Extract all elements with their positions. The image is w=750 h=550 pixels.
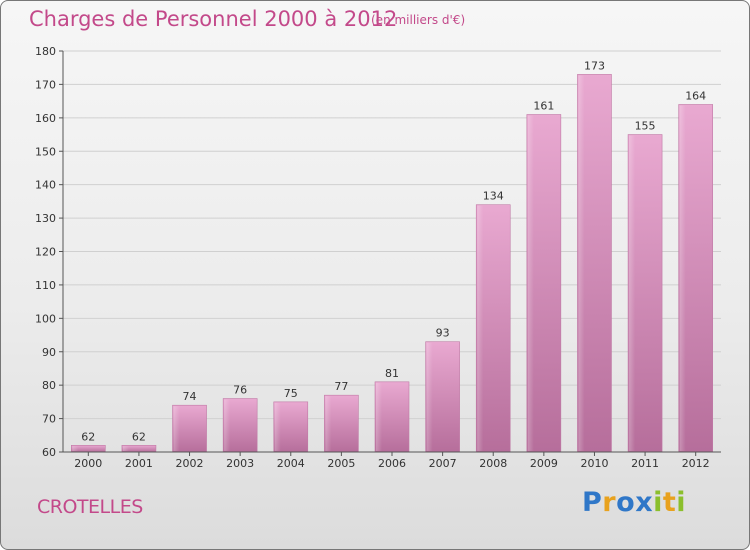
y-tick-label: 170 — [35, 78, 56, 91]
bar-value-label: 75 — [284, 387, 298, 400]
bar-value-label: 164 — [685, 89, 706, 102]
bar-highlight — [527, 115, 534, 451]
x-tick-label: 2002 — [176, 457, 204, 470]
y-tick-label: 60 — [42, 446, 56, 459]
y-tick-label: 80 — [42, 379, 56, 392]
bar-value-label: 77 — [334, 380, 348, 393]
bar-highlight — [122, 446, 129, 451]
bar-highlight — [325, 396, 332, 451]
place-name: CROTELLES — [37, 496, 143, 518]
bar-highlight — [629, 135, 636, 451]
logo-letter: P — [582, 487, 603, 518]
y-tick-label: 90 — [42, 346, 56, 359]
bar-value-label: 134 — [483, 190, 504, 203]
logo-letter: r — [602, 487, 617, 518]
logo-letter: x — [635, 487, 654, 518]
bar-highlight — [376, 382, 382, 451]
y-tick-label: 100 — [35, 312, 56, 325]
bar-value-label: 62 — [81, 430, 95, 443]
x-tick-label: 2008 — [479, 457, 507, 470]
x-tick-label: 2009 — [530, 457, 558, 470]
bar-value-label: 76 — [233, 384, 247, 397]
x-tick-label: 2003 — [226, 457, 254, 470]
chart-subtitle: (en milliers d'€) — [371, 13, 466, 27]
x-tick-label: 2012 — [682, 457, 710, 470]
logo-letter: o — [616, 487, 636, 518]
bar-highlight — [224, 399, 231, 451]
bar-highlight — [578, 75, 585, 452]
y-tick-label: 120 — [35, 246, 56, 259]
bar-highlight — [173, 406, 180, 451]
x-tick-label: 2007 — [429, 457, 457, 470]
x-tick-label: 2006 — [378, 457, 406, 470]
y-tick-label: 150 — [35, 145, 56, 158]
bar-value-label: 62 — [132, 430, 146, 443]
bar-value-label: 161 — [533, 99, 554, 112]
y-tick-label: 140 — [35, 179, 56, 192]
x-tick-label: 2004 — [277, 457, 305, 470]
bar-value-label: 173 — [584, 59, 605, 72]
bar-highlight — [274, 402, 281, 451]
bar-value-label: 155 — [635, 120, 656, 133]
x-tick-label: 2000 — [74, 457, 102, 470]
y-tick-label: 70 — [42, 413, 56, 426]
chart-title: Charges de Personnel 2000 à 2012 — [29, 7, 398, 31]
proxiti-logo[interactable]: Proxiti — [582, 487, 686, 518]
logo-letter: i — [676, 487, 687, 518]
bar-value-label: 93 — [436, 327, 450, 340]
bar-highlight — [679, 105, 686, 451]
bar-value-label: 74 — [183, 390, 197, 403]
x-tick-label: 2011 — [631, 457, 659, 470]
x-tick-label: 2001 — [125, 457, 153, 470]
logo-letter: t — [662, 487, 677, 518]
bar-highlight — [426, 342, 433, 451]
logo-letter: i — [653, 487, 663, 518]
x-tick-label: 2005 — [327, 457, 355, 470]
y-tick-label: 160 — [35, 112, 56, 125]
x-tick-label: 2010 — [580, 457, 608, 470]
y-tick-label: 130 — [35, 212, 56, 225]
bar-value-label: 81 — [385, 367, 399, 380]
y-tick-label: 180 — [35, 45, 56, 58]
bar-highlight — [477, 205, 484, 451]
y-tick-label: 110 — [35, 279, 56, 292]
bar-highlight — [72, 446, 79, 451]
